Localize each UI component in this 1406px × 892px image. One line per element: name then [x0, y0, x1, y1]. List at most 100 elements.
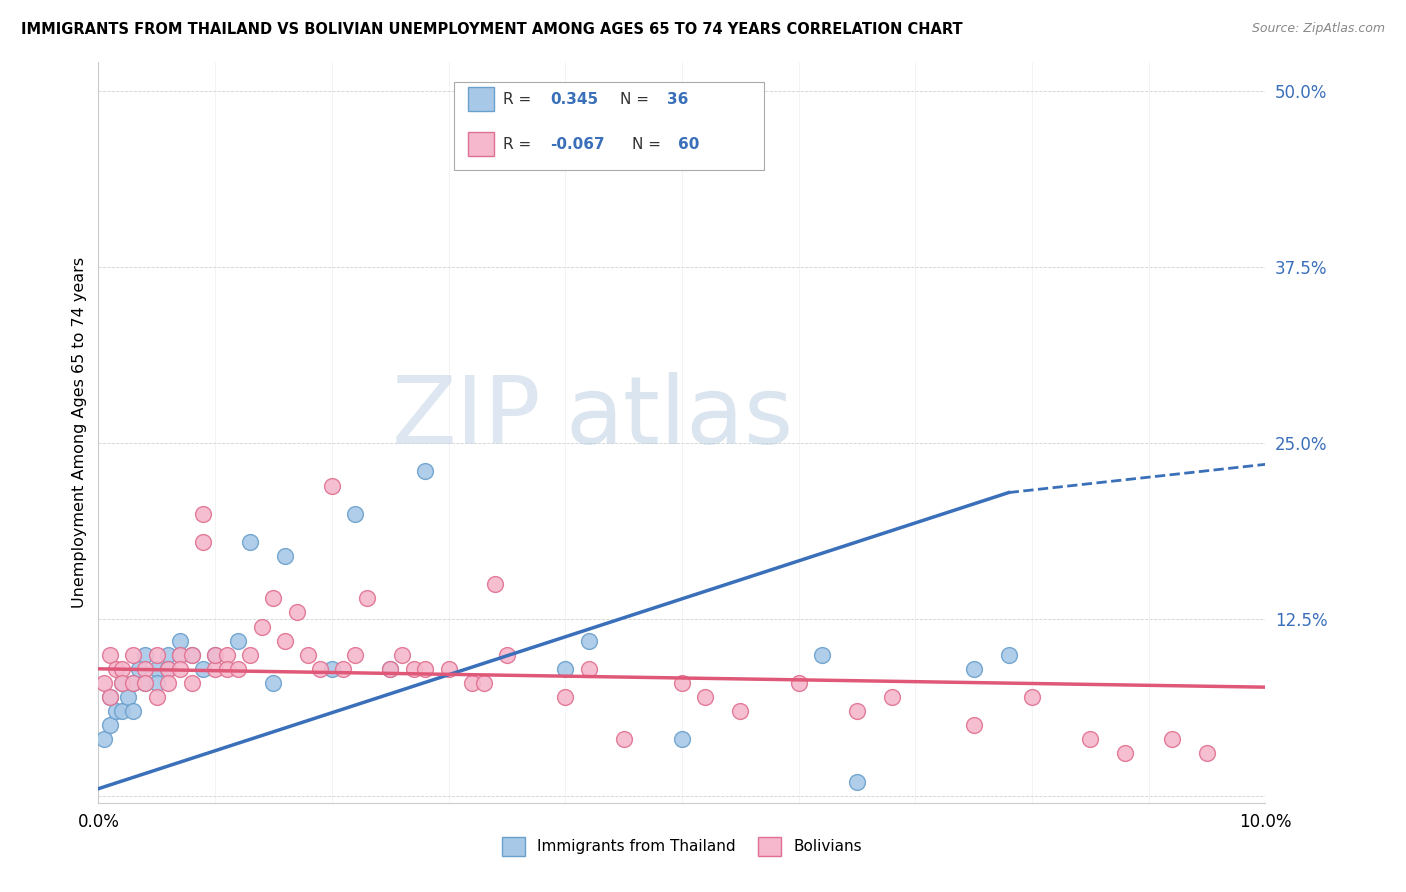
Point [484, 577, 506, 591]
Point [98, 718, 121, 732]
Legend: Immigrants from Thailand, Bolivians: Immigrants from Thailand, Bolivians [495, 831, 869, 862]
Point [262, 591, 284, 606]
Point [98, 690, 121, 704]
Point [1161, 732, 1184, 747]
Point [111, 676, 134, 690]
Point [111, 662, 134, 676]
Y-axis label: Unemployment Among Ages 65 to 74 years: Unemployment Among Ages 65 to 74 years [72, 257, 87, 608]
Point [169, 648, 191, 662]
Point [180, 676, 202, 690]
Point [204, 648, 226, 662]
Point [93, 676, 115, 690]
Text: 0.345: 0.345 [550, 92, 598, 106]
Point [104, 704, 127, 718]
Point [169, 662, 191, 676]
Point [391, 648, 413, 662]
Point [297, 648, 319, 662]
Point [274, 549, 297, 563]
FancyBboxPatch shape [454, 82, 763, 169]
Point [811, 648, 834, 662]
Point [157, 648, 180, 662]
Point [104, 662, 127, 676]
Point [239, 648, 262, 662]
FancyBboxPatch shape [468, 87, 494, 112]
Point [554, 690, 576, 704]
Point [344, 507, 367, 521]
Point [146, 690, 169, 704]
Text: R =: R = [503, 92, 537, 106]
Point [671, 676, 693, 690]
Point [880, 690, 903, 704]
Point [228, 633, 250, 648]
Point [128, 662, 150, 676]
Point [332, 662, 354, 676]
Point [402, 662, 425, 676]
Point [122, 648, 145, 662]
Point [437, 662, 460, 676]
Point [193, 535, 215, 549]
Point [239, 535, 262, 549]
Point [321, 662, 343, 676]
Point [134, 676, 156, 690]
Point [93, 732, 115, 747]
Point [578, 662, 600, 676]
Point [380, 662, 402, 676]
Point [496, 648, 519, 662]
Point [215, 648, 238, 662]
Point [146, 662, 169, 676]
Point [204, 662, 226, 676]
Text: atlas: atlas [565, 372, 793, 464]
Point [554, 662, 576, 676]
Point [344, 648, 367, 662]
Point [215, 662, 238, 676]
Point [169, 633, 191, 648]
Point [157, 676, 180, 690]
Text: R =: R = [503, 136, 537, 152]
Point [787, 676, 810, 690]
Point [122, 704, 145, 718]
Point [578, 633, 600, 648]
Point [146, 648, 169, 662]
Point [122, 676, 145, 690]
Point [98, 648, 121, 662]
FancyBboxPatch shape [468, 132, 494, 156]
Point [180, 648, 202, 662]
Point [671, 732, 693, 747]
Point [461, 676, 484, 690]
Point [472, 676, 495, 690]
Point [730, 704, 752, 718]
Point [413, 464, 436, 478]
Point [180, 648, 202, 662]
Point [1114, 747, 1136, 761]
Point [612, 732, 634, 747]
Text: N =: N = [631, 136, 665, 152]
Point [250, 619, 273, 633]
Point [262, 676, 284, 690]
Text: 36: 36 [666, 92, 688, 106]
Point [111, 704, 134, 718]
Point [111, 676, 134, 690]
Point [846, 774, 869, 789]
Point [169, 648, 191, 662]
Point [274, 633, 297, 648]
Point [695, 690, 717, 704]
Point [157, 662, 180, 676]
Text: IMMIGRANTS FROM THAILAND VS BOLIVIAN UNEMPLOYMENT AMONG AGES 65 TO 74 YEARS CORR: IMMIGRANTS FROM THAILAND VS BOLIVIAN UNE… [21, 22, 963, 37]
Point [157, 662, 180, 676]
Point [134, 662, 156, 676]
Point [356, 591, 378, 606]
Point [193, 662, 215, 676]
Point [122, 676, 145, 690]
Point [1195, 747, 1218, 761]
Point [413, 662, 436, 676]
Point [146, 676, 169, 690]
Point [997, 648, 1019, 662]
Point [962, 718, 984, 732]
Point [134, 676, 156, 690]
Text: -0.067: -0.067 [550, 136, 605, 152]
Point [204, 648, 226, 662]
Text: Source: ZipAtlas.com: Source: ZipAtlas.com [1251, 22, 1385, 36]
Point [321, 478, 343, 492]
Point [98, 690, 121, 704]
Point [962, 662, 984, 676]
